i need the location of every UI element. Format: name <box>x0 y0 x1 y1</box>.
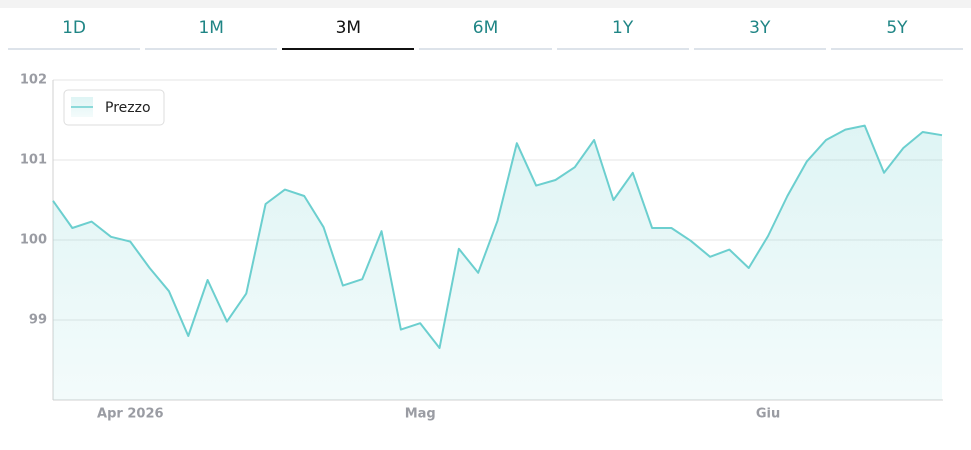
legend-label: Prezzo <box>105 100 151 116</box>
range-tab[interactable]: 1M <box>145 10 278 50</box>
y-tick-label: 99 <box>29 313 47 328</box>
legend: Prezzo <box>63 89 165 126</box>
range-tab[interactable]: 3M <box>282 10 415 50</box>
x-tick-label: Apr 2026 <box>97 407 164 422</box>
range-tab[interactable]: 3Y <box>693 10 826 50</box>
area-fill <box>53 125 942 400</box>
top-strip <box>0 0 971 8</box>
x-tick-label: Giu <box>756 407 780 422</box>
range-tab[interactable]: 1Y <box>556 10 689 50</box>
y-tick-label: 102 <box>20 73 47 88</box>
range-tabs: 1D 1M 3M 6M 1Y 3Y 5Y <box>8 10 963 50</box>
range-tab[interactable]: 6M <box>419 10 552 50</box>
range-tab[interactable]: 1D <box>8 10 141 50</box>
range-tab[interactable]: 5Y <box>830 10 963 50</box>
line <box>52 124 943 349</box>
y-tick-label: 100 <box>20 233 47 248</box>
x-tick-label: Mag <box>405 407 436 422</box>
y-tick-label: 101 <box>20 153 47 168</box>
